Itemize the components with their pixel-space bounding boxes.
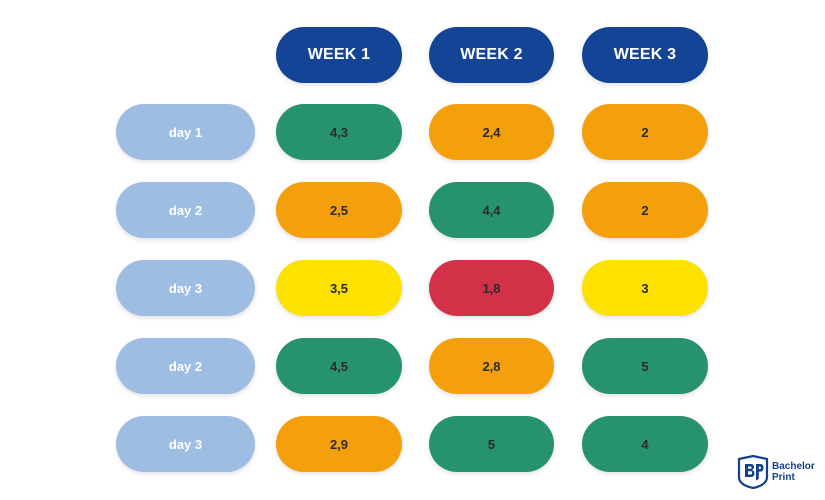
cell-r5-c1: 2,9 <box>276 416 402 472</box>
row-label-1: day 1 <box>116 104 255 160</box>
logo-text-line-2: Print <box>772 472 795 483</box>
cell-r4-c1: 4,5 <box>276 338 402 394</box>
cell-r4-c3: 5 <box>582 338 708 394</box>
cell-r3-c3: 3 <box>582 260 708 316</box>
row-label-5: day 3 <box>116 416 255 472</box>
cell-r3-c1: 3,5 <box>276 260 402 316</box>
bachelorprint-logo-text: Bachelor Print <box>772 461 815 483</box>
row-label-3: day 3 <box>116 260 255 316</box>
header-week-1: WEEK 1 <box>276 27 402 83</box>
cell-r3-c2: 1,8 <box>429 260 554 316</box>
header-week-3: WEEK 3 <box>582 27 708 83</box>
cell-r4-c2: 2,8 <box>429 338 554 394</box>
logo-text-line-1: Bachelor <box>772 461 815 472</box>
header-week-2: WEEK 2 <box>429 27 554 83</box>
cell-r2-c1: 2,5 <box>276 182 402 238</box>
cell-r5-c2: 5 <box>429 416 554 472</box>
bachelorprint-logo: Bachelor Print <box>737 455 821 489</box>
cell-r2-c2: 4,4 <box>429 182 554 238</box>
row-label-2: day 2 <box>116 182 255 238</box>
bachelorprint-logo-icon <box>737 455 769 489</box>
row-label-4: day 2 <box>116 338 255 394</box>
cell-r5-c3: 4 <box>582 416 708 472</box>
cell-r2-c3: 2 <box>582 182 708 238</box>
cell-r1-c2: 2,4 <box>429 104 554 160</box>
cell-r1-c3: 2 <box>582 104 708 160</box>
cell-r1-c1: 4,3 <box>276 104 402 160</box>
